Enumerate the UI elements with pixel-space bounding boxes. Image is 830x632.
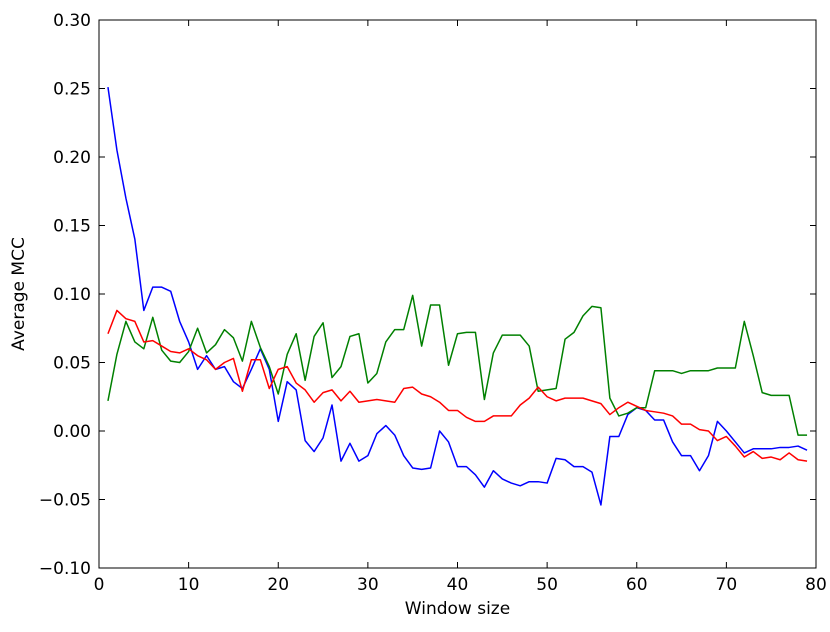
series-line-3: [107, 309, 808, 462]
y-tick-label: 0.20: [53, 148, 91, 168]
axis-ticks: 0 10 20 30 40 50 60 70 80 −0.10 −0.05 0.00 0.05 0.10 0…: [39, 11, 827, 595]
y-axis-label: Average MCC: [9, 237, 29, 351]
y-tick-label: −0.10: [39, 559, 91, 579]
y-tick-label: −0.05: [39, 491, 91, 511]
x-tick-label: 40: [447, 575, 469, 595]
y-tick-label: 0.30: [53, 11, 91, 31]
series-lines: [107, 87, 808, 506]
y-tick-label: 0.05: [53, 354, 91, 374]
x-tick-label: 60: [626, 575, 648, 595]
x-tick-label: 80: [805, 575, 827, 595]
x-tick-label: 50: [536, 575, 558, 595]
y-tick-label: 0.25: [53, 80, 91, 100]
y-tick-label: 0.10: [53, 285, 91, 305]
x-tick-label: 0: [94, 575, 105, 595]
series-line-2: [107, 294, 808, 436]
plot-frame: [98, 19, 817, 569]
x-tick-label: 30: [357, 575, 379, 595]
x-axis-label: Window size: [405, 599, 510, 619]
y-tick-label: 0.00: [53, 422, 91, 442]
x-tick-label: 20: [267, 575, 289, 595]
x-tick-label: 70: [716, 575, 738, 595]
x-tick-label: 10: [178, 575, 200, 595]
y-tick-label: 0.15: [53, 217, 91, 237]
series-line-1: [107, 87, 808, 506]
